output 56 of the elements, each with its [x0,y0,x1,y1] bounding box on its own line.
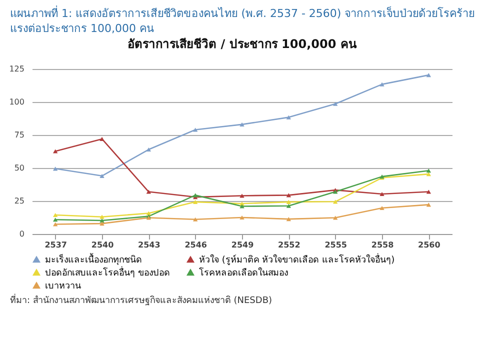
point [240,204,244,208]
point [426,190,432,194]
point [192,217,198,222]
point [332,216,338,220]
x-tick-label: 2555 [324,240,348,250]
point [286,200,292,204]
point [332,200,338,204]
y-tick-label: 25 [14,196,24,206]
point [426,172,432,176]
y-tick-label: 0 [19,230,24,238]
point [100,136,104,141]
y-tick-label: 100 [9,98,24,106]
point [146,190,152,194]
point [100,174,104,178]
point [240,215,244,220]
point [286,217,292,222]
point [286,204,292,208]
point [380,82,384,86]
legend-label: โรคหลอดเลือดในสมอง [199,268,288,278]
point [286,115,292,120]
point [52,149,58,154]
point [52,218,58,222]
point [192,128,198,132]
x-tick-label: 2558 [371,240,394,250]
point [52,166,58,171]
text: ที่มา: สำนักงานสภาพัฒนาการเศรษฐกิจและสังคมแห่งชาติ (NESDB) [9,293,274,307]
point [426,168,432,173]
chart-subtitle: อัตราการเสียชีวิต / ประชากร 100,000 คน [128,37,358,51]
x-tick-label: 2549 [231,240,254,250]
legend-label: ปอดอักเสบและโรคอื่นๆ ของปอด [45,266,170,278]
x-tick-label: 2543 [138,240,160,250]
y-tick-label: 75 [14,130,24,140]
x-tick-label: 2552 [278,240,300,250]
point [380,192,384,196]
point [380,206,384,210]
point [146,147,152,152]
x-tick-label: 2546 [184,240,208,250]
point [426,73,432,78]
x-tick-label: 2560 [418,240,441,250]
legend-label: มะเร็งและเนื้องอกทุกชนิด [45,252,142,266]
point [146,211,152,216]
point [100,222,104,226]
point [52,212,58,218]
chart-title: แผนภาพที่ 1: แสดงอัตราการเสียชีวิตของคนไทย (พ.ศ. 2537 - 2560) จากการเจ็บป่วยด้วยโรคร้ายแรงต่อประชากร 100,000 คน [9,4,476,36]
point [100,214,104,219]
y-tick-label: 125 [9,64,24,74]
legend-label: เบาหวาน [45,282,81,292]
point [332,102,338,106]
legend-label: หัวใจ (รูห์มาติค หัวใจขาดเลือด และโรคหัวใจอื่นๆ) [199,252,395,266]
point [192,200,198,204]
point [240,194,244,198]
point [52,222,58,226]
x-tick-label: 2537 [44,240,67,250]
point [240,122,244,126]
x-tick-label: 2540 [91,240,114,250]
y-tick-label: 50 [14,164,24,172]
